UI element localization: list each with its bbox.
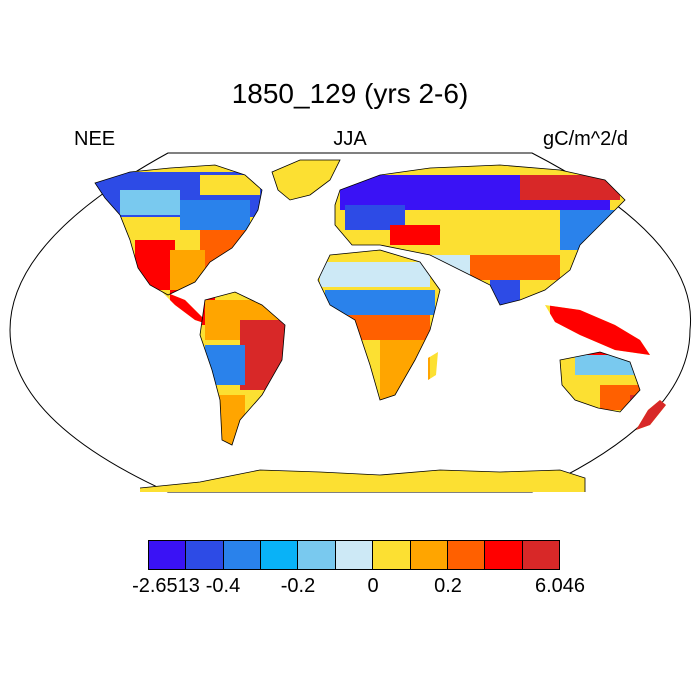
colorbar-tick-label: 0: [367, 575, 379, 597]
colorbar: [148, 540, 560, 570]
units-label: gC/m^2/d: [543, 128, 628, 150]
colorbar-swatch: [447, 541, 486, 569]
colorbar-swatch: [223, 541, 262, 569]
colorbar-swatch: [261, 541, 299, 569]
colorbar-swatch: [485, 541, 523, 569]
map-title: 1850_129 (yrs 2-6): [231, 78, 469, 109]
coastlines: [94, 159, 641, 492]
colorbar-swatch: [373, 541, 411, 569]
colorbar-swatch: [298, 541, 336, 569]
season-label: JJA: [333, 128, 367, 150]
colorbar-tick-label: -0.4: [205, 575, 241, 597]
colorbar-swatch: [186, 541, 224, 569]
colorbar-swatch: [522, 541, 559, 569]
colorbar-tick-label: -2.6513: [132, 575, 200, 597]
colorbar-swatch: [410, 541, 448, 569]
variable-label: NEE: [74, 128, 116, 150]
colorbar-tick-label: 0.2: [434, 575, 462, 597]
colorbar-swatch: [335, 541, 374, 569]
colorbar-swatch: [149, 541, 187, 569]
colorbar-tick-label: 6.046: [534, 575, 586, 597]
colorbar-tick-label: -0.2: [280, 575, 316, 597]
